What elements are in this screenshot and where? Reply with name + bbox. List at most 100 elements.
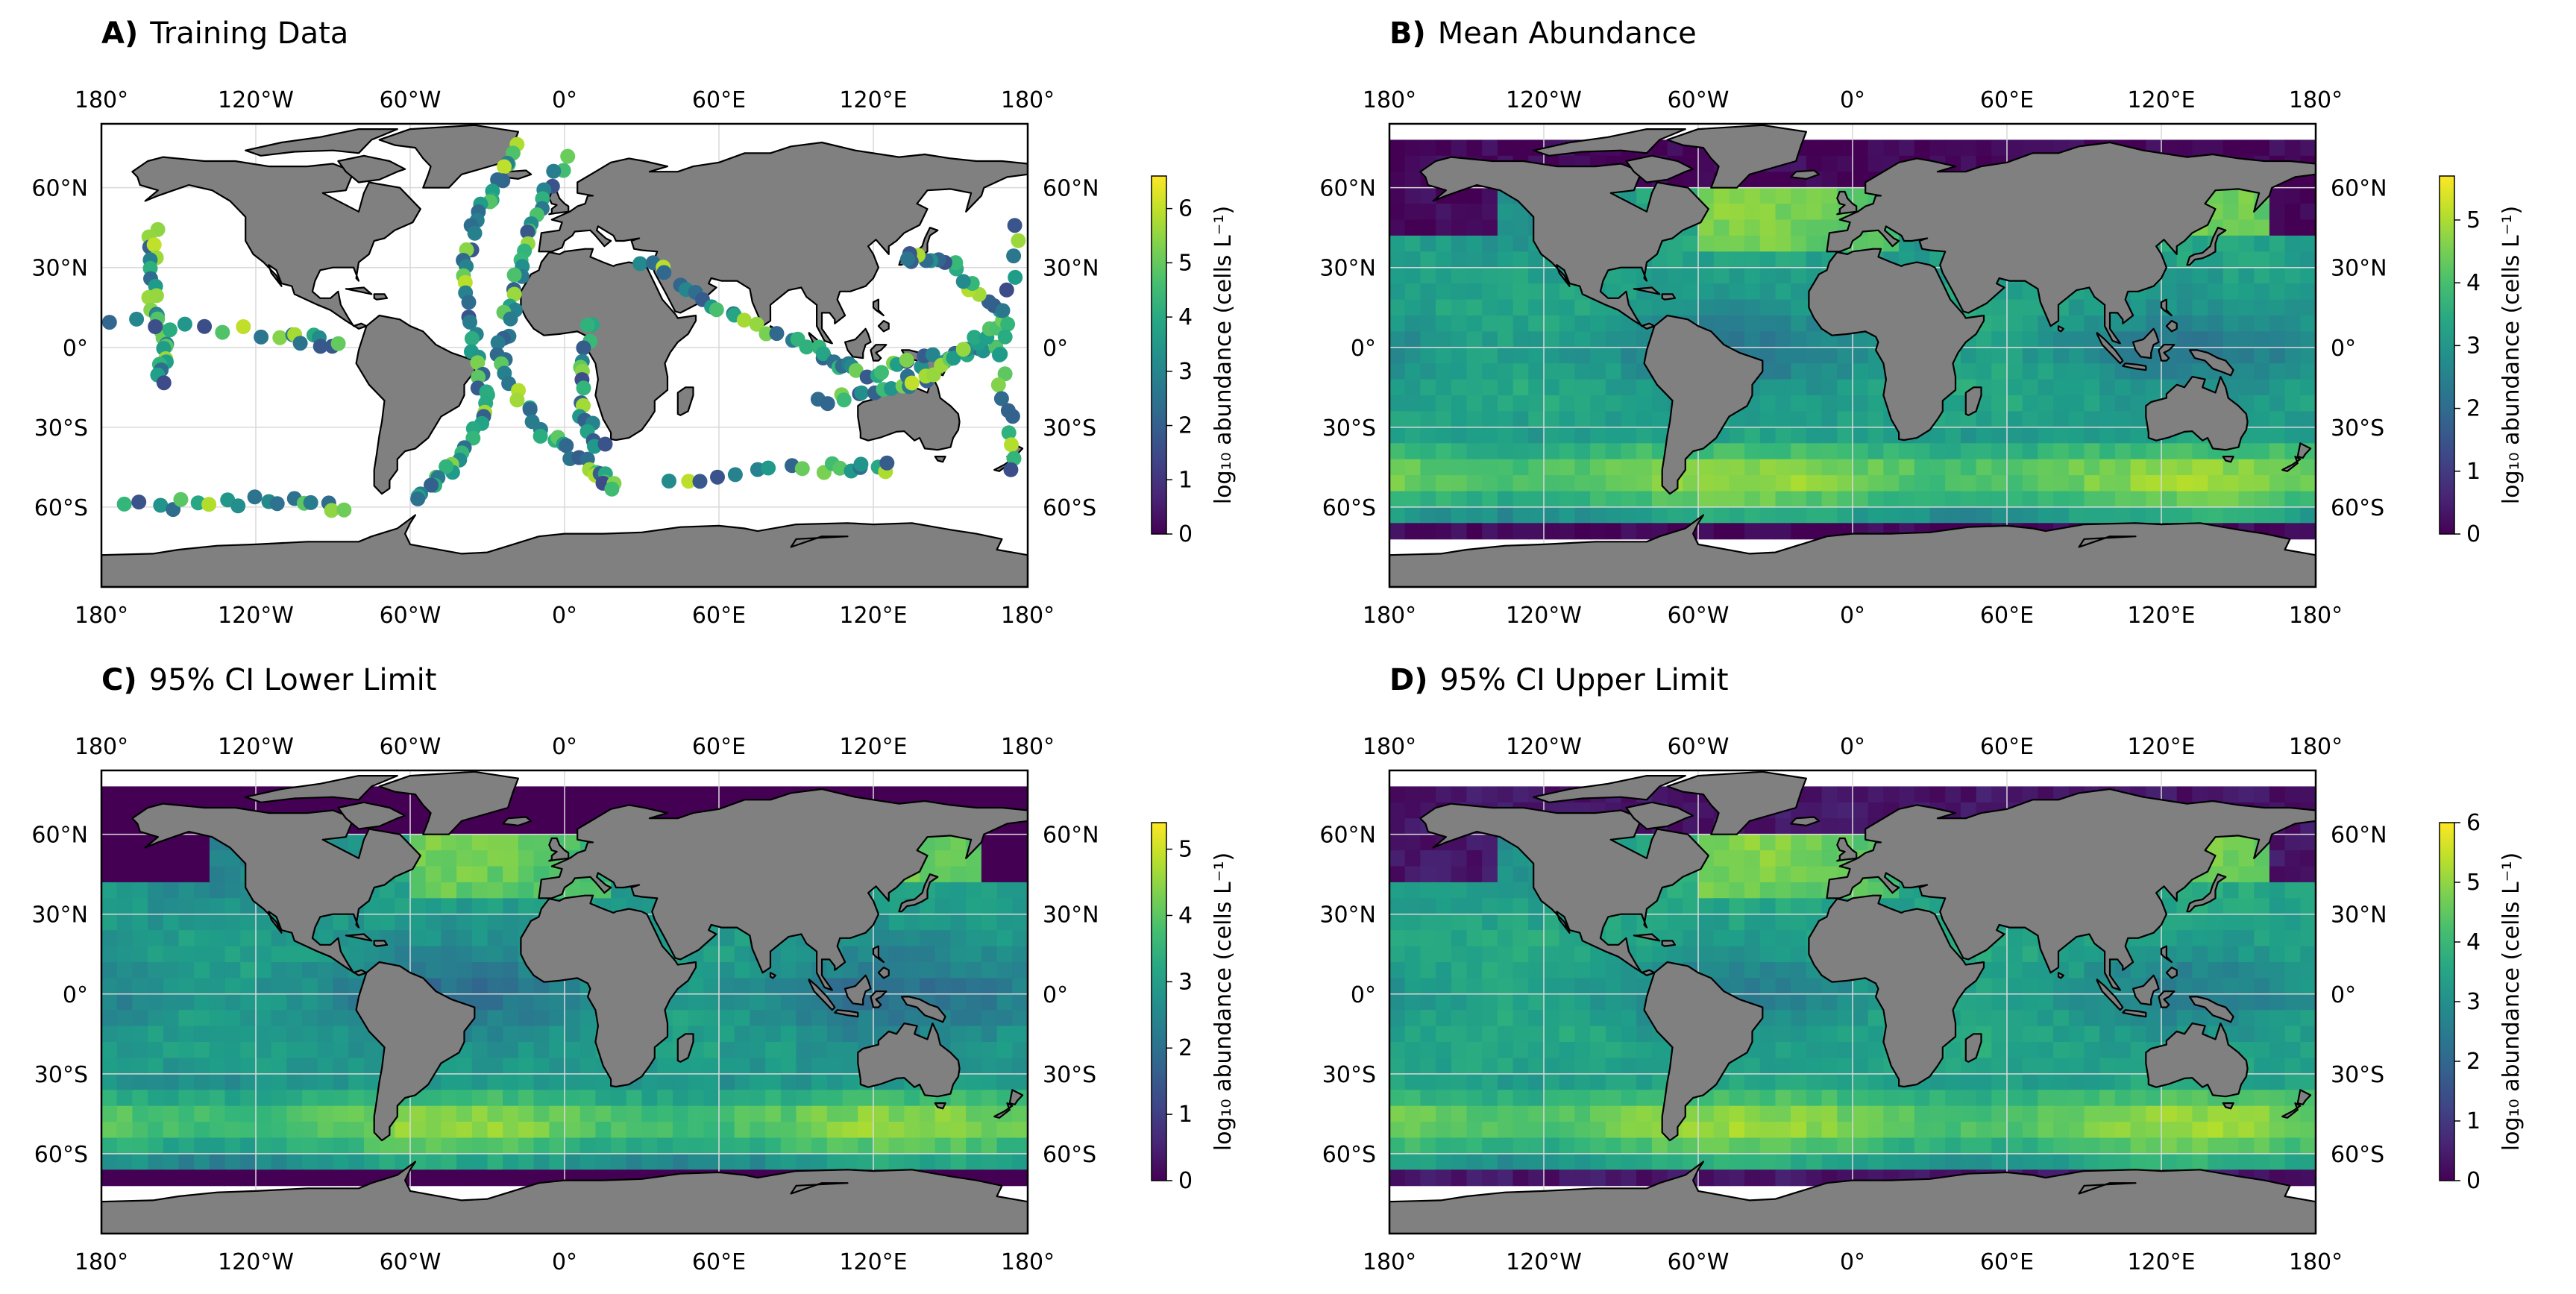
field-cell	[224, 1169, 241, 1187]
field-cell	[471, 1122, 489, 1139]
land-polygon	[373, 293, 389, 301]
field-cell	[1791, 1026, 1807, 1043]
field-cell	[2222, 283, 2240, 301]
field-cell	[1621, 993, 1637, 1011]
field-cell	[2300, 898, 2316, 915]
field-cell	[1559, 1153, 1575, 1170]
field-cell	[1651, 267, 1668, 284]
field-cell	[194, 1042, 210, 1058]
lat-tick-right: 60°N	[2331, 176, 2387, 202]
field-cell	[1791, 1058, 1807, 1075]
field-cell	[518, 1153, 535, 1170]
field-cell	[1436, 1153, 1452, 1170]
field-cell	[1512, 411, 1529, 428]
field-cell	[503, 1058, 519, 1075]
field-cell	[271, 993, 287, 1011]
field-cell	[2130, 491, 2146, 508]
field-cell	[1512, 1153, 1529, 1170]
field-cell	[996, 786, 1013, 803]
field-cell	[194, 962, 210, 979]
field-cell	[1791, 411, 1807, 428]
field-cell	[703, 1105, 720, 1122]
field-cell	[101, 1122, 118, 1139]
field-cell	[410, 802, 427, 819]
field-cell	[1775, 331, 1791, 348]
field-cell	[1960, 363, 1977, 380]
field-cell	[1420, 475, 1436, 492]
field-cell	[209, 1169, 226, 1187]
field-cell	[1991, 443, 2008, 460]
field-cell	[1867, 475, 1884, 492]
field-cell	[2192, 786, 2208, 803]
sample-point	[736, 312, 752, 328]
field-cell	[132, 1073, 148, 1090]
field-cell	[672, 993, 689, 1011]
field-cell	[503, 1122, 519, 1139]
field-cell	[1853, 1137, 1869, 1155]
field-cell	[1404, 786, 1421, 803]
field-cell	[1744, 475, 1761, 492]
field-cell	[1559, 427, 1575, 444]
field-cell	[1729, 459, 1745, 476]
field-cell	[2222, 187, 2240, 204]
land-polygon	[900, 996, 946, 1023]
field-cell	[1744, 1090, 1761, 1107]
field-cell	[1791, 1042, 1807, 1058]
field-cell	[1605, 395, 1622, 412]
field-cell	[2022, 411, 2038, 428]
field-cell	[1389, 1058, 1406, 1075]
field-cell	[2284, 299, 2301, 316]
field-cell	[2238, 315, 2255, 332]
field-cell	[2192, 267, 2208, 284]
field-cell	[1945, 443, 1961, 460]
field-cell	[163, 1058, 180, 1075]
field-cell	[2254, 251, 2270, 268]
field-cell	[858, 946, 874, 963]
field-cell	[1512, 786, 1529, 803]
field-cell	[101, 930, 118, 947]
field-cell	[1436, 850, 1452, 867]
field-cell	[1605, 993, 1622, 1011]
field-cell	[1420, 993, 1436, 1011]
field-cell	[1806, 411, 1823, 428]
panel-d: D) 95% CI Upper Limit 180° 180° 120°W 120°W 6…	[1288, 647, 2576, 1293]
field-cell	[518, 1058, 535, 1075]
field-cell	[1621, 443, 1637, 460]
field-cell	[1914, 1137, 1931, 1155]
field-cell	[966, 1122, 982, 1139]
field-cell	[1899, 1090, 1915, 1107]
sample-point	[990, 377, 1006, 393]
field-cell	[842, 1026, 858, 1043]
field-cell	[2269, 850, 2286, 867]
field-cell	[1991, 506, 2008, 524]
field-cell	[1636, 1026, 1653, 1043]
field-cell	[1590, 1105, 1606, 1122]
field-cell	[456, 978, 473, 995]
field-cell	[1883, 1105, 1900, 1122]
field-cell	[1759, 283, 1777, 301]
field-cell	[178, 1169, 195, 1187]
field-cell	[1945, 411, 1961, 428]
field-cell	[1806, 978, 1823, 995]
field-cell	[2284, 395, 2301, 412]
field-cell	[410, 834, 427, 851]
field-cell	[1729, 1122, 1745, 1139]
field-cell	[1853, 459, 1869, 476]
field-cell	[1605, 1073, 1622, 1090]
field-cell	[1436, 866, 1452, 883]
field-cell	[1574, 1153, 1591, 1170]
field-cell	[1389, 235, 1406, 252]
field-cell	[1806, 506, 1823, 524]
field-cell	[533, 850, 550, 867]
field-cell	[996, 978, 1013, 995]
field-cell	[1590, 1042, 1606, 1058]
field-cell	[148, 850, 164, 867]
field-cell	[2222, 347, 2240, 364]
field-cell	[1389, 1137, 1406, 1155]
field-cell	[163, 1153, 180, 1170]
field-cell	[441, 1090, 457, 1107]
land-polygon	[790, 535, 849, 548]
field-cell	[2238, 1137, 2255, 1155]
field-cell	[1729, 946, 1745, 963]
field-cell	[672, 1122, 689, 1139]
